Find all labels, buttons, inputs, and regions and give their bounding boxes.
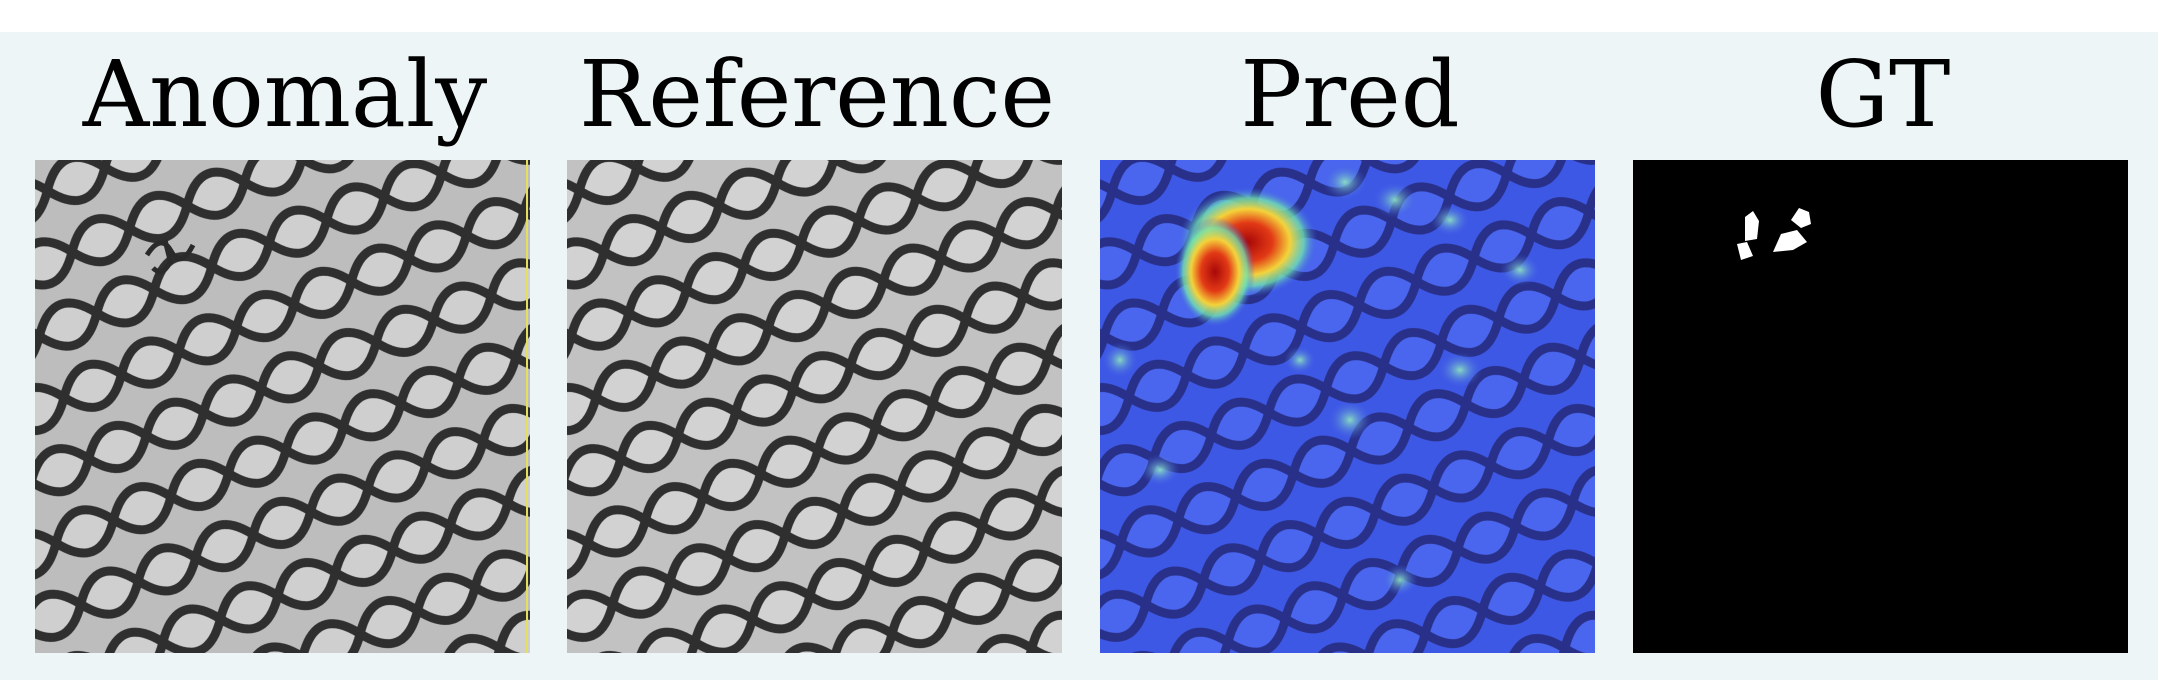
ground-truth-mask <box>1633 160 2128 653</box>
prediction-heatmap <box>1100 160 1595 653</box>
title-anomaly: Anomaly <box>82 41 488 148</box>
anomaly-image <box>35 160 530 653</box>
title-pred: Pred <box>1240 41 1460 148</box>
title-gt: GT <box>1815 41 1951 148</box>
reference-image <box>567 160 1062 653</box>
title-reference: Reference <box>579 41 1055 148</box>
